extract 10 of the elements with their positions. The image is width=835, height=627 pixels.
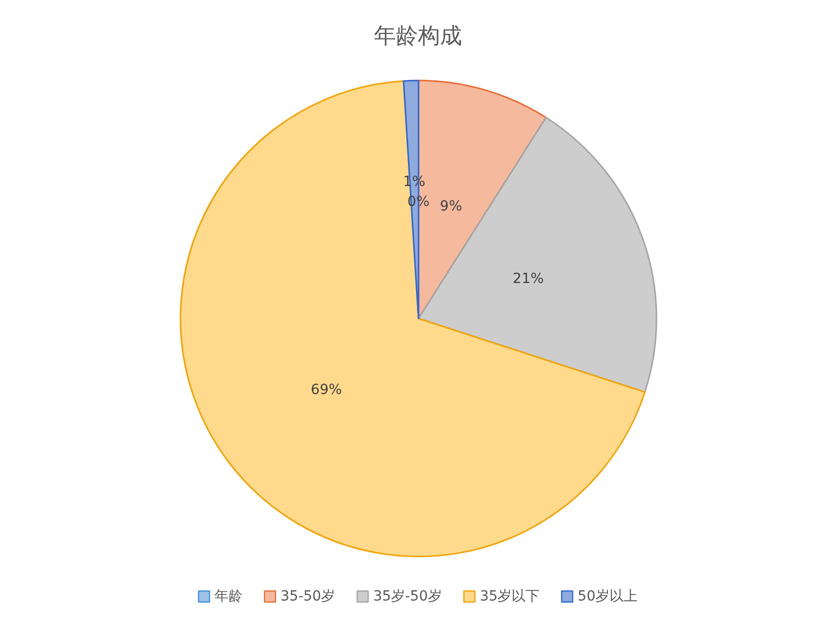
legend-label: 35-50岁 <box>280 588 336 604</box>
legend-label: 35岁-50岁 <box>373 588 442 604</box>
legend-label: 35岁以下 <box>480 588 540 604</box>
legend-label: 50岁以上 <box>578 588 638 604</box>
data-label: 9% <box>440 198 462 215</box>
data-label: 21% <box>512 270 544 287</box>
chart-title: 年龄构成 <box>374 24 462 49</box>
data-label: 69% <box>310 382 342 398</box>
legend-label: 年龄 <box>214 588 243 604</box>
data-label: 1% <box>403 174 426 190</box>
